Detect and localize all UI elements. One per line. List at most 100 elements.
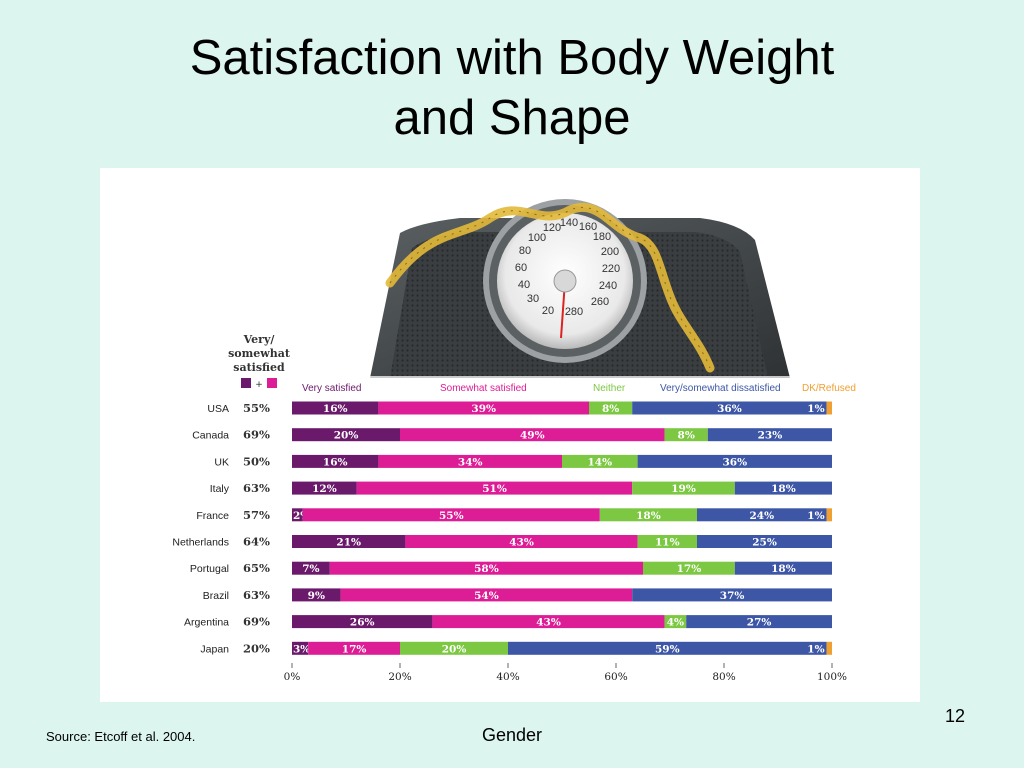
summary-header: Very/ somewhat satisfied xyxy=(228,333,291,374)
data-label: 55% xyxy=(439,510,464,522)
bar-segment xyxy=(292,615,433,629)
bar-segment xyxy=(292,535,406,548)
data-label: 8% xyxy=(678,430,695,442)
svg-text:280: 280 xyxy=(565,306,583,318)
bar-segment xyxy=(589,401,633,415)
bar-row: Japan 20% 3% 17% 20% 59% 1% xyxy=(200,641,832,655)
bar-segment xyxy=(292,561,330,575)
bar-segment xyxy=(599,508,697,522)
category-label: Japan xyxy=(200,643,229,655)
data-label: 16% xyxy=(323,403,348,415)
bar-segment xyxy=(302,508,600,522)
bar-segment xyxy=(329,561,643,575)
summary-header-line-1: Very/ xyxy=(243,333,276,346)
summary-swatch-somewhat xyxy=(267,378,277,388)
category-label: Portugal xyxy=(190,563,229,575)
data-label: 43% xyxy=(536,617,561,629)
bar-row: Brazil 63% 9% 54% 37% xyxy=(203,588,832,602)
slide-title-line-2: and Shape xyxy=(393,91,631,145)
bar-segment xyxy=(562,454,638,468)
x-tick-label: 40% xyxy=(496,671,519,683)
x-tick-label: 100% xyxy=(817,671,847,683)
svg-text:20: 20 xyxy=(542,305,554,317)
x-tick-label: 80% xyxy=(712,671,735,683)
bar-segment xyxy=(378,454,562,468)
summary-header-line-3: satisfied xyxy=(233,361,285,374)
data-label: 39% xyxy=(471,403,496,415)
bar-rows: USA 55% 16% 39% 8% 36% 1% Canada 69% 20% 49% 8% 23% U… xyxy=(172,401,832,655)
data-label: 14% xyxy=(588,456,613,468)
bar-segment xyxy=(400,428,665,442)
bar-segment xyxy=(697,508,827,522)
summary-header-line-2: somewhat xyxy=(228,347,291,360)
svg-text:40: 40 xyxy=(518,279,530,291)
footer-label: Gender xyxy=(481,725,543,745)
data-label: 8% xyxy=(602,403,619,415)
summary-value: 50% xyxy=(243,454,270,468)
category-label: Italy xyxy=(210,483,230,495)
bar-segment xyxy=(826,641,832,655)
bar-segment xyxy=(340,588,633,602)
source-citation: Source: Etcoff et al. 2004. xyxy=(46,729,196,744)
category-label: Netherlands xyxy=(172,537,229,549)
summary-legend: + xyxy=(241,378,277,390)
bar-segment xyxy=(643,561,735,575)
bar-segment xyxy=(292,454,379,468)
data-label: 19% xyxy=(671,483,696,495)
svg-text:120: 120 xyxy=(543,222,561,234)
category-label: Brazil xyxy=(203,590,229,602)
data-label: 16% xyxy=(323,456,348,468)
bar-segment xyxy=(632,401,827,415)
bar-segment xyxy=(707,428,832,442)
bar-segment xyxy=(664,428,708,442)
legend-item-0: Very satisfied xyxy=(302,383,361,394)
bar-segment xyxy=(432,615,665,629)
data-label: 12% xyxy=(312,483,337,495)
bar-row: Portugal 65% 7% 58% 17% 18% xyxy=(190,561,832,575)
category-label: Argentina xyxy=(184,617,229,629)
plot-area-backdrop xyxy=(285,376,845,688)
data-label: 18% xyxy=(771,483,796,495)
svg-text:160: 160 xyxy=(579,221,597,233)
data-label: 23% xyxy=(758,430,783,442)
slide-title-line-1: Satisfaction with Body Weight xyxy=(189,31,835,85)
data-label: 25% xyxy=(752,537,777,549)
page-number: 12 xyxy=(944,706,966,726)
svg-text:30: 30 xyxy=(527,293,539,305)
chart-panel: 40 60 80 100 120 140 160 180 200 220 240 260 2… xyxy=(100,168,920,702)
bar-segment xyxy=(664,615,687,629)
data-label: 9% xyxy=(308,590,325,602)
x-tick-label: 20% xyxy=(388,671,411,683)
data-label: 17% xyxy=(342,643,367,655)
bar-segment xyxy=(734,481,832,495)
svg-text:140: 140 xyxy=(560,217,578,229)
data-label: 17% xyxy=(677,563,702,575)
bar-segment xyxy=(292,508,303,522)
summary-value: 57% xyxy=(243,508,270,522)
summary-value: 55% xyxy=(243,401,270,415)
summary-value: 20% xyxy=(243,641,270,655)
bar-segment xyxy=(308,641,400,655)
bar-segment xyxy=(632,588,832,602)
data-label: 36% xyxy=(717,403,742,415)
data-label: 4% xyxy=(667,617,684,629)
bar-segment xyxy=(686,615,832,629)
summary-value: 69% xyxy=(243,428,270,442)
x-axis: 0% 20% 40% 60% 80% 100% xyxy=(284,663,847,683)
data-label: 37% xyxy=(720,590,745,602)
bar-segment xyxy=(734,561,832,575)
bar-row: Argentina 69% 26% 43% 4% 27% xyxy=(184,615,832,629)
bar-segment xyxy=(292,641,309,655)
svg-text:220: 220 xyxy=(602,263,620,275)
data-label: 1% xyxy=(807,643,824,655)
svg-text:180: 180 xyxy=(593,231,611,243)
bar-row: Italy 63% 12% 51% 19% 18% xyxy=(210,481,832,495)
data-label: 58% xyxy=(474,563,499,575)
data-label: 26% xyxy=(350,617,375,629)
x-tick-label: 0% xyxy=(284,671,301,683)
bar-segment xyxy=(356,481,633,495)
bar-segment xyxy=(400,641,508,655)
bar-segment xyxy=(378,401,589,415)
